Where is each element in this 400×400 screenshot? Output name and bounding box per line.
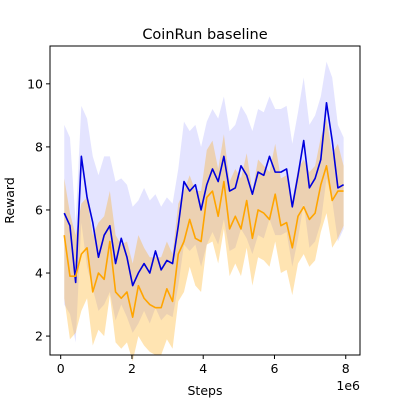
x-tick-label: 8 [342, 361, 350, 376]
x-axis-offset-label: 1e6 [336, 378, 360, 393]
series-0-line [63, 101, 344, 287]
axes-frame [49, 45, 361, 356]
y-tick-label: 6 [35, 202, 43, 217]
x-tick-label: 4 [199, 361, 207, 376]
x-tick-label: 2 [128, 361, 136, 376]
band-group [64, 61, 344, 362]
y-tick-label: 2 [35, 329, 43, 344]
series-1-band [64, 118, 344, 362]
line-group [63, 101, 344, 318]
series-0-band [64, 61, 344, 343]
x-tick-group: 0 2 4 6 8 [57, 355, 350, 376]
y-axis-label: Reward [2, 177, 17, 224]
series-1-line [63, 165, 344, 318]
x-tick-label: 6 [271, 361, 279, 376]
x-tick-label: 0 [57, 361, 65, 376]
chart-title: CoinRun baseline [142, 27, 267, 43]
y-tick-group: 2 4 6 8 10 [27, 76, 50, 344]
y-tick-label: 4 [35, 266, 43, 281]
x-axis-label: Steps [188, 383, 223, 398]
y-tick-label: 8 [35, 139, 43, 154]
y-tick-label: 10 [27, 76, 43, 91]
